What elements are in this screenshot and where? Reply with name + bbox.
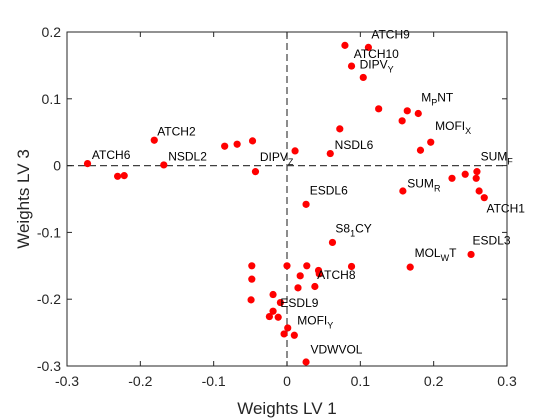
data-point (160, 161, 167, 168)
data-point (280, 330, 287, 337)
data-point (302, 358, 309, 365)
point-label: ATCH2 (157, 125, 196, 139)
data-point (427, 139, 434, 146)
data-point (302, 201, 309, 208)
data-point (294, 284, 301, 291)
data-point (249, 137, 256, 144)
data-point (407, 264, 414, 271)
data-point (404, 107, 411, 114)
data-point (327, 150, 334, 157)
y-tick-label: 0.1 (42, 91, 62, 107)
data-point (417, 147, 424, 154)
point-label: ATCH9 (371, 28, 410, 42)
data-point (448, 175, 455, 182)
data-point (234, 141, 241, 148)
data-point (399, 187, 406, 194)
x-tick-label: -0.1 (202, 373, 226, 389)
data-point (473, 168, 480, 175)
point-label: ATCH8 (317, 268, 356, 282)
y-tick-label: -0.1 (37, 224, 61, 240)
data-point (329, 239, 336, 246)
y-axis-title: Weights LV 3 (14, 149, 33, 249)
data-point (275, 314, 282, 321)
data-point (360, 74, 367, 81)
x-tick-label: 0.1 (351, 373, 371, 389)
data-point (297, 272, 304, 279)
data-point (467, 251, 474, 258)
x-tick-label: -0.2 (128, 373, 152, 389)
y-tick-label: -0.2 (37, 291, 61, 307)
data-point (336, 125, 343, 132)
data-point (291, 147, 298, 154)
data-point (283, 262, 290, 269)
data-point (84, 160, 91, 167)
data-point (247, 296, 254, 303)
data-point (284, 324, 291, 331)
data-point (291, 332, 298, 339)
point-label: ATCH6 (92, 148, 131, 162)
data-point (303, 262, 310, 269)
point-label: VDWVOL (310, 342, 362, 356)
point-label: NSDL2 (168, 149, 207, 163)
data-point (252, 168, 259, 175)
data-point (399, 117, 406, 124)
data-point (121, 172, 128, 179)
y-tick-label: -0.3 (37, 358, 61, 374)
data-point (248, 262, 255, 269)
x-tick-label: -0.3 (55, 373, 79, 389)
data-point (476, 187, 483, 194)
data-point (375, 105, 382, 112)
data-point (311, 283, 318, 290)
data-point (248, 276, 255, 283)
x-tick-label: 0.3 (497, 373, 517, 389)
data-point (348, 62, 355, 69)
x-tick-label: 0 (283, 373, 291, 389)
data-point (415, 110, 422, 117)
data-point (462, 171, 469, 178)
point-label: ESDL3 (473, 233, 511, 247)
data-point (266, 313, 273, 320)
y-tick-label: 0.2 (42, 24, 62, 40)
point-label: NSDL6 (335, 138, 374, 152)
data-point (221, 143, 228, 150)
data-point (481, 194, 488, 201)
point-label: ESDL6 (310, 183, 348, 197)
y-tick-label: 0 (53, 158, 61, 174)
data-point (269, 291, 276, 298)
x-axis-title: Weights LV 1 (237, 399, 337, 418)
point-label: ESDL9 (280, 296, 318, 310)
point-label: ATCH1 (486, 201, 525, 215)
x-tick-label: 0.2 (424, 373, 444, 389)
data-point (473, 175, 480, 182)
data-point (114, 173, 121, 180)
data-point (341, 42, 348, 49)
